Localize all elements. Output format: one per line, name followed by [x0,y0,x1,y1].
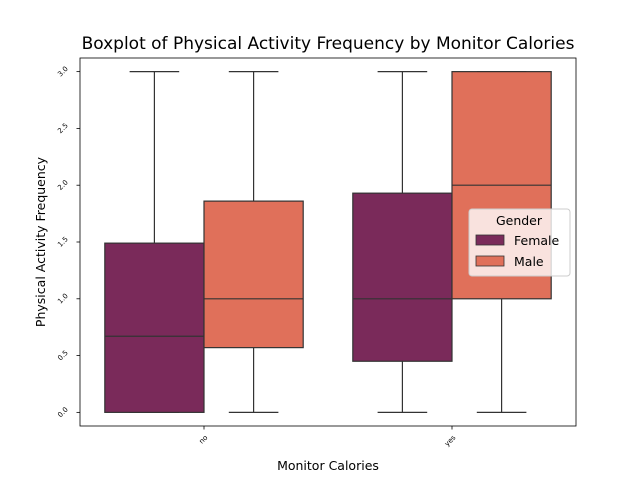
legend-label-male: Male [514,254,544,269]
y-tick-label: 2.0 [56,178,70,192]
y-tick-label: 1.5 [56,235,70,249]
y-tick-label: 0.5 [56,349,70,363]
y-tick-label: 2.5 [56,122,70,136]
plot-area [104,71,552,413]
legend-swatch-female [475,234,505,246]
box-male-no [203,71,304,413]
legend: Gender Female Male [468,208,571,277]
box-female-no [104,71,205,413]
y-axis: 0.0 0.5 1.0 1.5 2.0 2.5 3.0 [56,65,80,419]
chart-title: Boxplot of Physical Activity Frequency b… [82,34,575,54]
y-tick-label: 1.0 [56,292,70,306]
y-tick-label: 0.0 [56,406,70,420]
box-body [104,242,205,413]
legend-label-female: Female [514,233,560,248]
x-axis-label: Monitor Calories [277,458,379,473]
box-body [203,200,304,349]
x-tick-label-no: no [198,434,210,446]
y-tick-label: 3.0 [56,65,70,79]
box-female-yes [352,71,453,413]
legend-swatch-male [475,255,505,267]
box-body [352,192,453,362]
legend-title: Gender [496,213,543,228]
x-tick-label-yes: yes [443,434,457,448]
y-axis-label: Physical Activity Frequency [33,156,48,327]
x-axis: no yes [198,426,458,448]
